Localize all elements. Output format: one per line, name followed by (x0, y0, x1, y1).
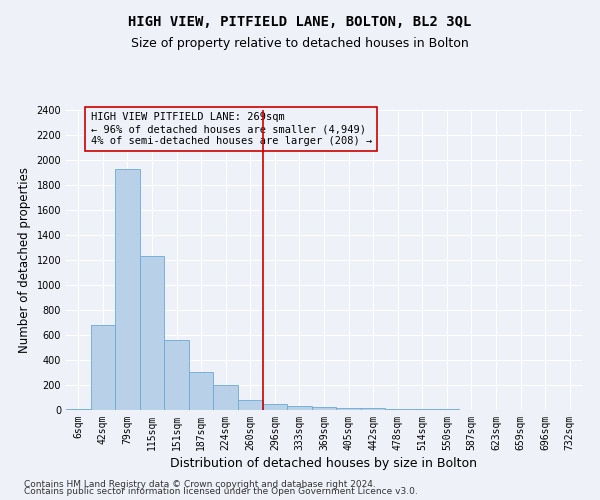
Bar (164, 340, 189, 410)
Text: Contains public sector information licensed under the Open Government Licence v3: Contains public sector information licen… (24, 488, 418, 496)
Bar (91, 325, 115, 410)
Bar (238, 400, 263, 410)
Text: Contains HM Land Registry data © Crown copyright and database right 2024.: Contains HM Land Registry data © Crown c… (24, 480, 376, 489)
Bar (361, 408, 385, 410)
Bar (385, 409, 410, 410)
Bar (189, 372, 214, 410)
Bar (312, 407, 336, 410)
Text: Size of property relative to detached houses in Bolton: Size of property relative to detached ho… (131, 38, 469, 51)
Y-axis label: Number of detached properties: Number of detached properties (18, 167, 31, 353)
Bar (410, 409, 434, 410)
Bar (336, 408, 361, 410)
Text: HIGH VIEW PITFIELD LANE: 269sqm
← 96% of detached houses are smaller (4,949)
4% : HIGH VIEW PITFIELD LANE: 269sqm ← 96% of… (91, 112, 372, 146)
Bar (287, 406, 312, 410)
Bar (115, 169, 140, 410)
Bar (263, 404, 287, 410)
Bar (66, 409, 91, 410)
Text: HIGH VIEW, PITFIELD LANE, BOLTON, BL2 3QL: HIGH VIEW, PITFIELD LANE, BOLTON, BL2 3Q… (128, 15, 472, 29)
Bar (140, 256, 164, 410)
X-axis label: Distribution of detached houses by size in Bolton: Distribution of detached houses by size … (170, 457, 478, 470)
Bar (214, 385, 238, 410)
